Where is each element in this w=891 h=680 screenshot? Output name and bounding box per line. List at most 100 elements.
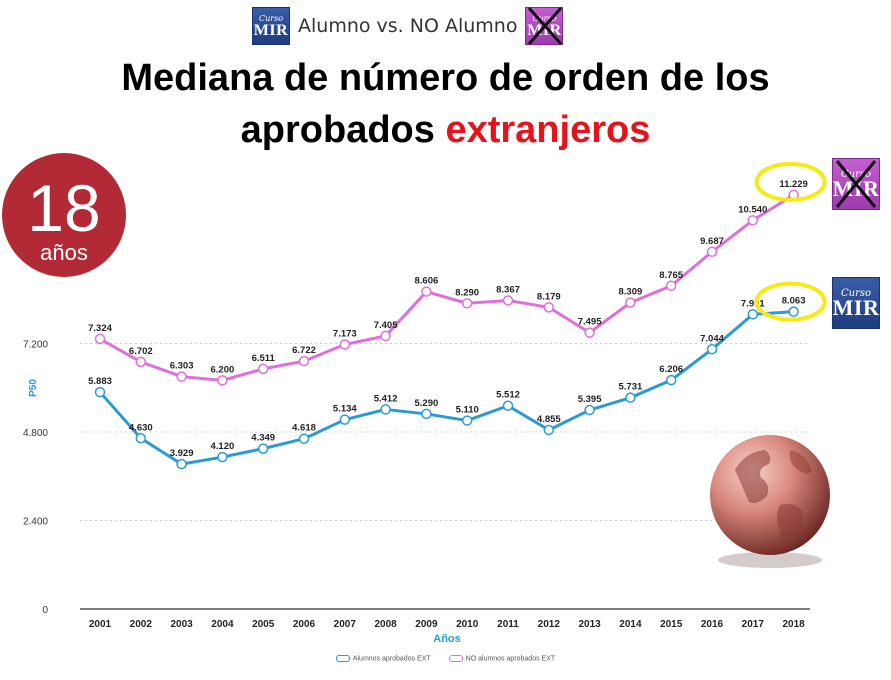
data-point: [461, 415, 473, 426]
x-tick-label: 2007: [334, 619, 357, 630]
data-label: 8.367: [496, 284, 520, 295]
x-tick-label: 2016: [701, 619, 724, 630]
data-label: 5.395: [578, 394, 602, 405]
chart-legend: Alumnos aprobados EXT NO alumnos aprobad…: [0, 655, 891, 662]
data-point: [461, 298, 473, 309]
data-point: [747, 215, 759, 226]
title-line-2: aprobados extranjeros: [0, 104, 891, 156]
data-label: 4.630: [129, 422, 153, 433]
x-tick-label: 2005: [252, 619, 275, 630]
series-line-no-alumnos: [99, 193, 795, 382]
title-black-part: aprobados: [240, 109, 435, 151]
data-point: [706, 246, 718, 258]
data-point: [625, 297, 636, 308]
x-tick-label: 2001: [89, 619, 112, 630]
grid-lines: [80, 343, 810, 521]
badge-label: años: [40, 240, 88, 265]
data-label: 5.512: [496, 390, 520, 401]
x-tick-label: 2003: [170, 619, 193, 630]
data-point: [421, 408, 432, 420]
data-label: 6.702: [129, 346, 153, 357]
data-label: 4.618: [292, 423, 316, 434]
data-point: [217, 375, 228, 386]
data-point: [747, 309, 759, 320]
highlight-alumnos: [754, 281, 827, 322]
data-point: [135, 356, 147, 368]
data-label: 5.883: [88, 376, 112, 387]
data-point: [257, 363, 269, 375]
legend-label-no-alumnos: NO alumnos aprobados EXT: [465, 655, 556, 663]
x-tick-label: 2008: [374, 619, 397, 630]
x-tick-label: 2002: [130, 619, 153, 630]
x-tick-label: 2017: [742, 619, 765, 630]
data-point: [502, 295, 514, 306]
data-label: 6.722: [292, 345, 316, 356]
right-logo-curso-pink: Curso: [840, 168, 872, 180]
data-point: [380, 404, 391, 415]
data-label: 8.290: [455, 287, 479, 298]
data-point: [94, 386, 106, 398]
data-label: 5.290: [415, 398, 439, 409]
data-point: [543, 302, 555, 313]
data-point: [257, 443, 269, 454]
data-label: 4.855: [537, 414, 561, 425]
right-crossed-logo: Curso MIR: [832, 158, 880, 210]
data-label: 7.173: [333, 328, 357, 339]
data-label: 7.405: [374, 320, 398, 331]
curso-mir-logo: Curso MIR: [252, 7, 290, 45]
y-tick-label: 7.200: [23, 340, 48, 351]
legend-label-alumnos: Alumnos aprobados EXT: [352, 655, 431, 663]
x-tick-label: 2011: [497, 619, 519, 630]
data-point: [298, 433, 310, 444]
data-point: [421, 286, 432, 297]
data-label: 6.200: [211, 364, 235, 375]
data-point: [665, 280, 677, 292]
data-point: [665, 374, 677, 386]
x-tick-label: 2004: [211, 619, 234, 630]
x-tick-label: 2010: [456, 619, 479, 630]
data-point: [94, 333, 106, 345]
data-label: 3.929: [170, 448, 194, 459]
data-label: 6.303: [170, 361, 194, 372]
title-line-1: Mediana de número de orden de los: [121, 57, 770, 99]
data-point: [706, 344, 718, 355]
data-label: 8.063: [782, 296, 806, 307]
data-point: [584, 404, 595, 416]
data-label: 8.606: [415, 276, 439, 287]
y-tick-label: 0: [42, 605, 48, 616]
years-badge: 18 años: [2, 153, 126, 277]
data-label: 5.134: [333, 404, 357, 415]
highlight-no-alumnos: [754, 161, 827, 202]
x-axis-label: Años: [433, 633, 461, 645]
data-point: [625, 392, 636, 403]
data-label: 5.412: [374, 393, 398, 404]
data-point: [298, 355, 310, 367]
data-label: 5.110: [456, 405, 479, 416]
x-tick-label: 2018: [782, 619, 805, 630]
page-title: Mediana de número de orden de los aproba…: [0, 52, 891, 156]
data-point: [788, 306, 799, 317]
data-label: 8.179: [537, 291, 561, 302]
cross-icon: [528, 7, 563, 45]
legend-item-no-alumnos: NO alumnos aprobados EXT: [448, 655, 556, 663]
data-point: [543, 424, 555, 436]
badge-number: 18: [27, 171, 101, 245]
data-point: [339, 414, 351, 425]
axes: 0 2.400 4.800 7.200 2001 2002 2003 2004 2005 2006…: [23, 340, 810, 630]
right-mir-logo: Curso MIR: [832, 277, 880, 329]
y-axis-label: P50: [28, 379, 39, 397]
right-logo-mir: MIR: [832, 294, 880, 320]
data-point: [176, 458, 187, 470]
x-tick-label: 2012: [538, 619, 561, 630]
data-label: 8.765: [659, 270, 683, 281]
data-label: 10.540: [738, 204, 767, 215]
right-logo-mir-pink: MIR: [832, 175, 880, 201]
x-tick-label: 2013: [578, 619, 601, 630]
series: 5.883 4.630 3.929 4.120 4.349 4.618 5.134 5.412…: [88, 179, 808, 470]
x-tick-label: 2006: [293, 619, 316, 630]
x-tick-label: 2014: [619, 619, 642, 630]
data-point: [584, 327, 595, 338]
data-label: 8.309: [619, 287, 643, 298]
title-red-part: extranjeros: [445, 109, 651, 151]
